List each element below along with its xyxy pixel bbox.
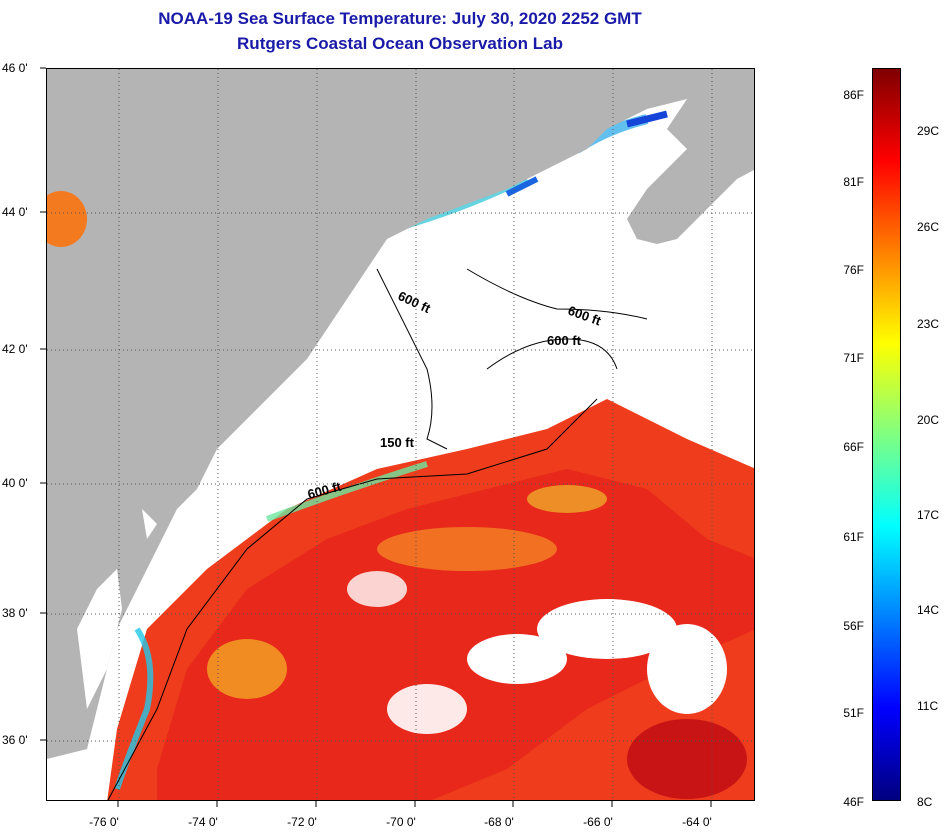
lat-label-46: 46 0' — [2, 61, 28, 75]
lake-sst — [47, 191, 87, 247]
lon-label-76: -76 0' — [89, 815, 119, 829]
lat-label-44: 44 0' — [2, 205, 28, 219]
colorbar-label-29c: 29C — [917, 124, 940, 138]
colorbar-label-61f: 61F — [843, 530, 864, 544]
contour-label-600ft-3: 600 ft — [547, 333, 582, 348]
colorbar-label-26c: 26C — [917, 220, 940, 234]
colorbar-label-71f: 71F — [843, 351, 864, 365]
lat-label-36: 36 0' — [2, 733, 28, 747]
colorbar-label-86f: 86F — [843, 88, 864, 102]
colorbar-label-51f: 51F — [843, 706, 864, 720]
colorbar-label-76f: 76F — [843, 263, 864, 277]
colorbar-label-81f: 81F — [843, 175, 864, 189]
lon-label-66: -66 0' — [583, 815, 613, 829]
map-subtitle: Rutgers Coastal Ocean Observation Lab — [237, 34, 563, 53]
lat-label-38: 38 0' — [2, 606, 28, 620]
colorbar-label-23c: 23C — [917, 317, 940, 331]
colorbar-label-66f: 66F — [843, 440, 864, 454]
lat-label-40: 40 0' — [2, 476, 28, 490]
lon-label-68: -68 0' — [484, 815, 514, 829]
lon-label-72: -72 0' — [287, 815, 317, 829]
colorbar-label-14c: 14C — [917, 603, 940, 617]
colorbar-label-20c: 20C — [917, 413, 940, 427]
colorbar-label-46f: 46F — [843, 795, 864, 809]
sst-map-canvas: 600 ft 600 ft 600 ft 150 ft 600 ft — [47, 69, 754, 800]
lon-label-70: -70 0' — [386, 815, 416, 829]
map-title: NOAA-19 Sea Surface Temperature: July 30… — [158, 9, 642, 28]
lon-label-74: -74 0' — [188, 815, 218, 829]
lon-label-64: -64 0' — [682, 815, 712, 829]
bathymetry-contours — [107, 268, 648, 800]
colorbar-label-17c: 17C — [917, 508, 940, 522]
sst-map[interactable]: 600 ft 600 ft 600 ft 150 ft 600 ft — [46, 68, 755, 801]
contour-label-150ft: 150 ft — [380, 435, 415, 450]
temperature-colorbar — [872, 68, 901, 801]
bays — [77, 509, 157, 709]
land — [47, 69, 754, 759]
colorbar-label-8c: 8C — [917, 795, 933, 809]
colorbar-label-56f: 56F — [843, 619, 864, 633]
lat-label-42: 42 0' — [2, 342, 28, 356]
colorbar-label-11c: 11C — [917, 699, 939, 713]
